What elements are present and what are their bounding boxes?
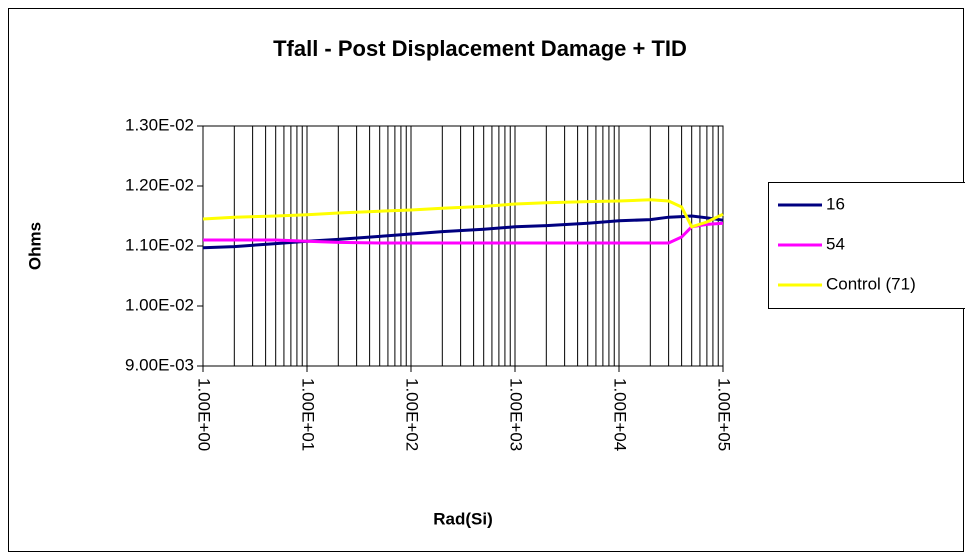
series-line xyxy=(202,198,724,229)
y-tick-label: 1.10E-02 xyxy=(125,235,194,254)
x-tick-label: 1.00E+03 xyxy=(507,378,526,451)
legend-label: 16 xyxy=(826,194,845,213)
legend-label: 54 xyxy=(826,234,845,253)
y-tick-label: 9.00E-03 xyxy=(125,355,194,374)
x-tick-label: 1.00E+04 xyxy=(611,378,630,451)
series-line xyxy=(203,221,724,245)
x-axis-label: Rad(Si) xyxy=(433,509,493,528)
y-tick-label: 1.20E-02 xyxy=(125,175,194,194)
plot-border xyxy=(202,125,724,367)
x-tick-label: 1.00E+01 xyxy=(299,378,318,451)
legend-label: Control (71) xyxy=(826,274,916,293)
y-tick-label: 1.30E-02 xyxy=(125,115,194,134)
y-tick-label: 1.00E-02 xyxy=(125,295,194,314)
x-tick-label: 1.00E+05 xyxy=(715,378,734,451)
plot-area xyxy=(203,126,723,366)
y-axis-label: Ohms xyxy=(25,222,44,270)
chart-title: Tfall - Post Displacement Damage + TID xyxy=(273,36,687,61)
x-tick-label: 1.00E+02 xyxy=(403,378,422,451)
x-tick-label: 1.00E+00 xyxy=(195,378,214,451)
